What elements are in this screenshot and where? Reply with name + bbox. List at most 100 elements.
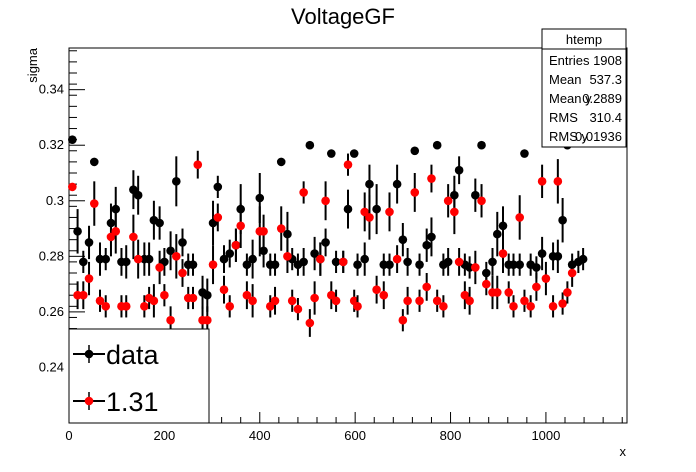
data-point xyxy=(578,254,588,264)
data-point xyxy=(532,263,541,272)
x-tick-label: 200 xyxy=(154,428,176,443)
data-point xyxy=(365,179,374,189)
data-point xyxy=(178,238,187,247)
data-point xyxy=(68,182,77,192)
stats-value: 537.3 xyxy=(589,72,622,87)
data-point xyxy=(415,260,424,269)
data-point xyxy=(509,302,518,311)
axis-ticks: 0 200 400 600 800 1000 0.24 0.26 0.28 0.3 0.32 0.34 xyxy=(39,50,623,443)
y-axis-label: sigma xyxy=(25,47,40,82)
legend-marker xyxy=(84,396,94,406)
y-tick-label: 0.28 xyxy=(39,248,64,263)
data-point xyxy=(482,279,491,289)
legend-label: 1.31 xyxy=(106,387,159,417)
data-point xyxy=(410,188,420,197)
data-point xyxy=(140,302,149,311)
data-point xyxy=(121,302,131,311)
data-point xyxy=(520,149,529,158)
data-point xyxy=(213,182,223,192)
data-point xyxy=(89,157,99,167)
data-point xyxy=(465,296,474,306)
stats-label: Mean xyxy=(549,72,582,87)
data-point xyxy=(558,299,567,308)
data-point xyxy=(236,221,245,231)
y-tick-label: 0.26 xyxy=(39,304,64,319)
data-point xyxy=(242,260,252,269)
data-point xyxy=(498,249,508,258)
data-point xyxy=(338,257,348,267)
data-point xyxy=(537,249,547,258)
stats-value: 0.01936 xyxy=(575,129,622,144)
data-point xyxy=(548,302,558,311)
data-point xyxy=(166,246,175,256)
x-tick-label: 1000 xyxy=(531,428,560,443)
data-point xyxy=(526,302,535,311)
data-point xyxy=(255,193,265,203)
data-point xyxy=(68,135,77,144)
data-point xyxy=(133,190,143,200)
data-point xyxy=(172,177,181,186)
data-point xyxy=(532,282,541,292)
stats-title: htemp xyxy=(566,32,602,47)
data-point xyxy=(410,146,420,156)
data-point xyxy=(321,238,330,247)
data-point xyxy=(208,260,218,269)
data-point xyxy=(166,315,175,325)
stats-value: 0.2889 xyxy=(582,91,622,106)
data-point xyxy=(231,240,241,250)
data-point xyxy=(73,227,82,236)
data-point xyxy=(385,207,394,217)
data-point xyxy=(327,149,336,158)
series-1 xyxy=(68,150,577,337)
y-tick-label: 0.24 xyxy=(39,359,64,374)
data-point xyxy=(398,235,408,244)
data-point xyxy=(101,302,111,311)
y-tick-label: 0.34 xyxy=(39,82,64,97)
plot-frame xyxy=(68,47,628,424)
stats-value: 310.4 xyxy=(589,110,622,125)
data-point xyxy=(84,274,94,283)
data-point xyxy=(515,213,524,222)
data-point xyxy=(242,290,252,300)
data-point xyxy=(95,296,105,306)
y-tick-label: 0.3 xyxy=(46,193,64,208)
data-point xyxy=(553,252,563,261)
data-point xyxy=(443,257,453,267)
x-tick-label: 0 xyxy=(65,428,72,443)
data-point xyxy=(188,293,198,303)
data-point xyxy=(248,296,257,306)
data-point xyxy=(219,254,229,264)
data-point xyxy=(203,290,212,300)
stats-value: 1908 xyxy=(593,53,622,68)
data-point xyxy=(283,252,292,261)
series-0 xyxy=(68,135,588,312)
data-point xyxy=(133,254,143,264)
data-point xyxy=(498,221,508,231)
data-point xyxy=(365,213,374,222)
data-point xyxy=(89,199,99,208)
legend: data 1.31 xyxy=(68,328,210,424)
data-point xyxy=(372,204,381,214)
data-point xyxy=(259,246,268,256)
data-point xyxy=(492,288,502,297)
data-point xyxy=(427,232,436,242)
stats-box: htemp Entries 1908 Mean 537.3 Mean y0.2889 RMS… xyxy=(541,28,627,148)
data-point xyxy=(305,318,315,328)
data-point xyxy=(450,207,459,217)
data-point xyxy=(129,232,138,242)
data-point xyxy=(276,224,286,233)
chart-title: VoltageGF xyxy=(291,4,395,29)
data-point xyxy=(79,257,88,267)
data-point xyxy=(403,257,412,267)
data-point xyxy=(553,177,563,186)
data-point xyxy=(144,254,154,264)
data-point xyxy=(563,288,572,297)
y-tick-label: 0.32 xyxy=(39,137,64,152)
data-point xyxy=(111,227,121,236)
data-point xyxy=(471,190,480,200)
data-point xyxy=(310,293,319,303)
data-point xyxy=(415,296,424,306)
data-point xyxy=(248,254,257,264)
data-point xyxy=(432,296,442,306)
